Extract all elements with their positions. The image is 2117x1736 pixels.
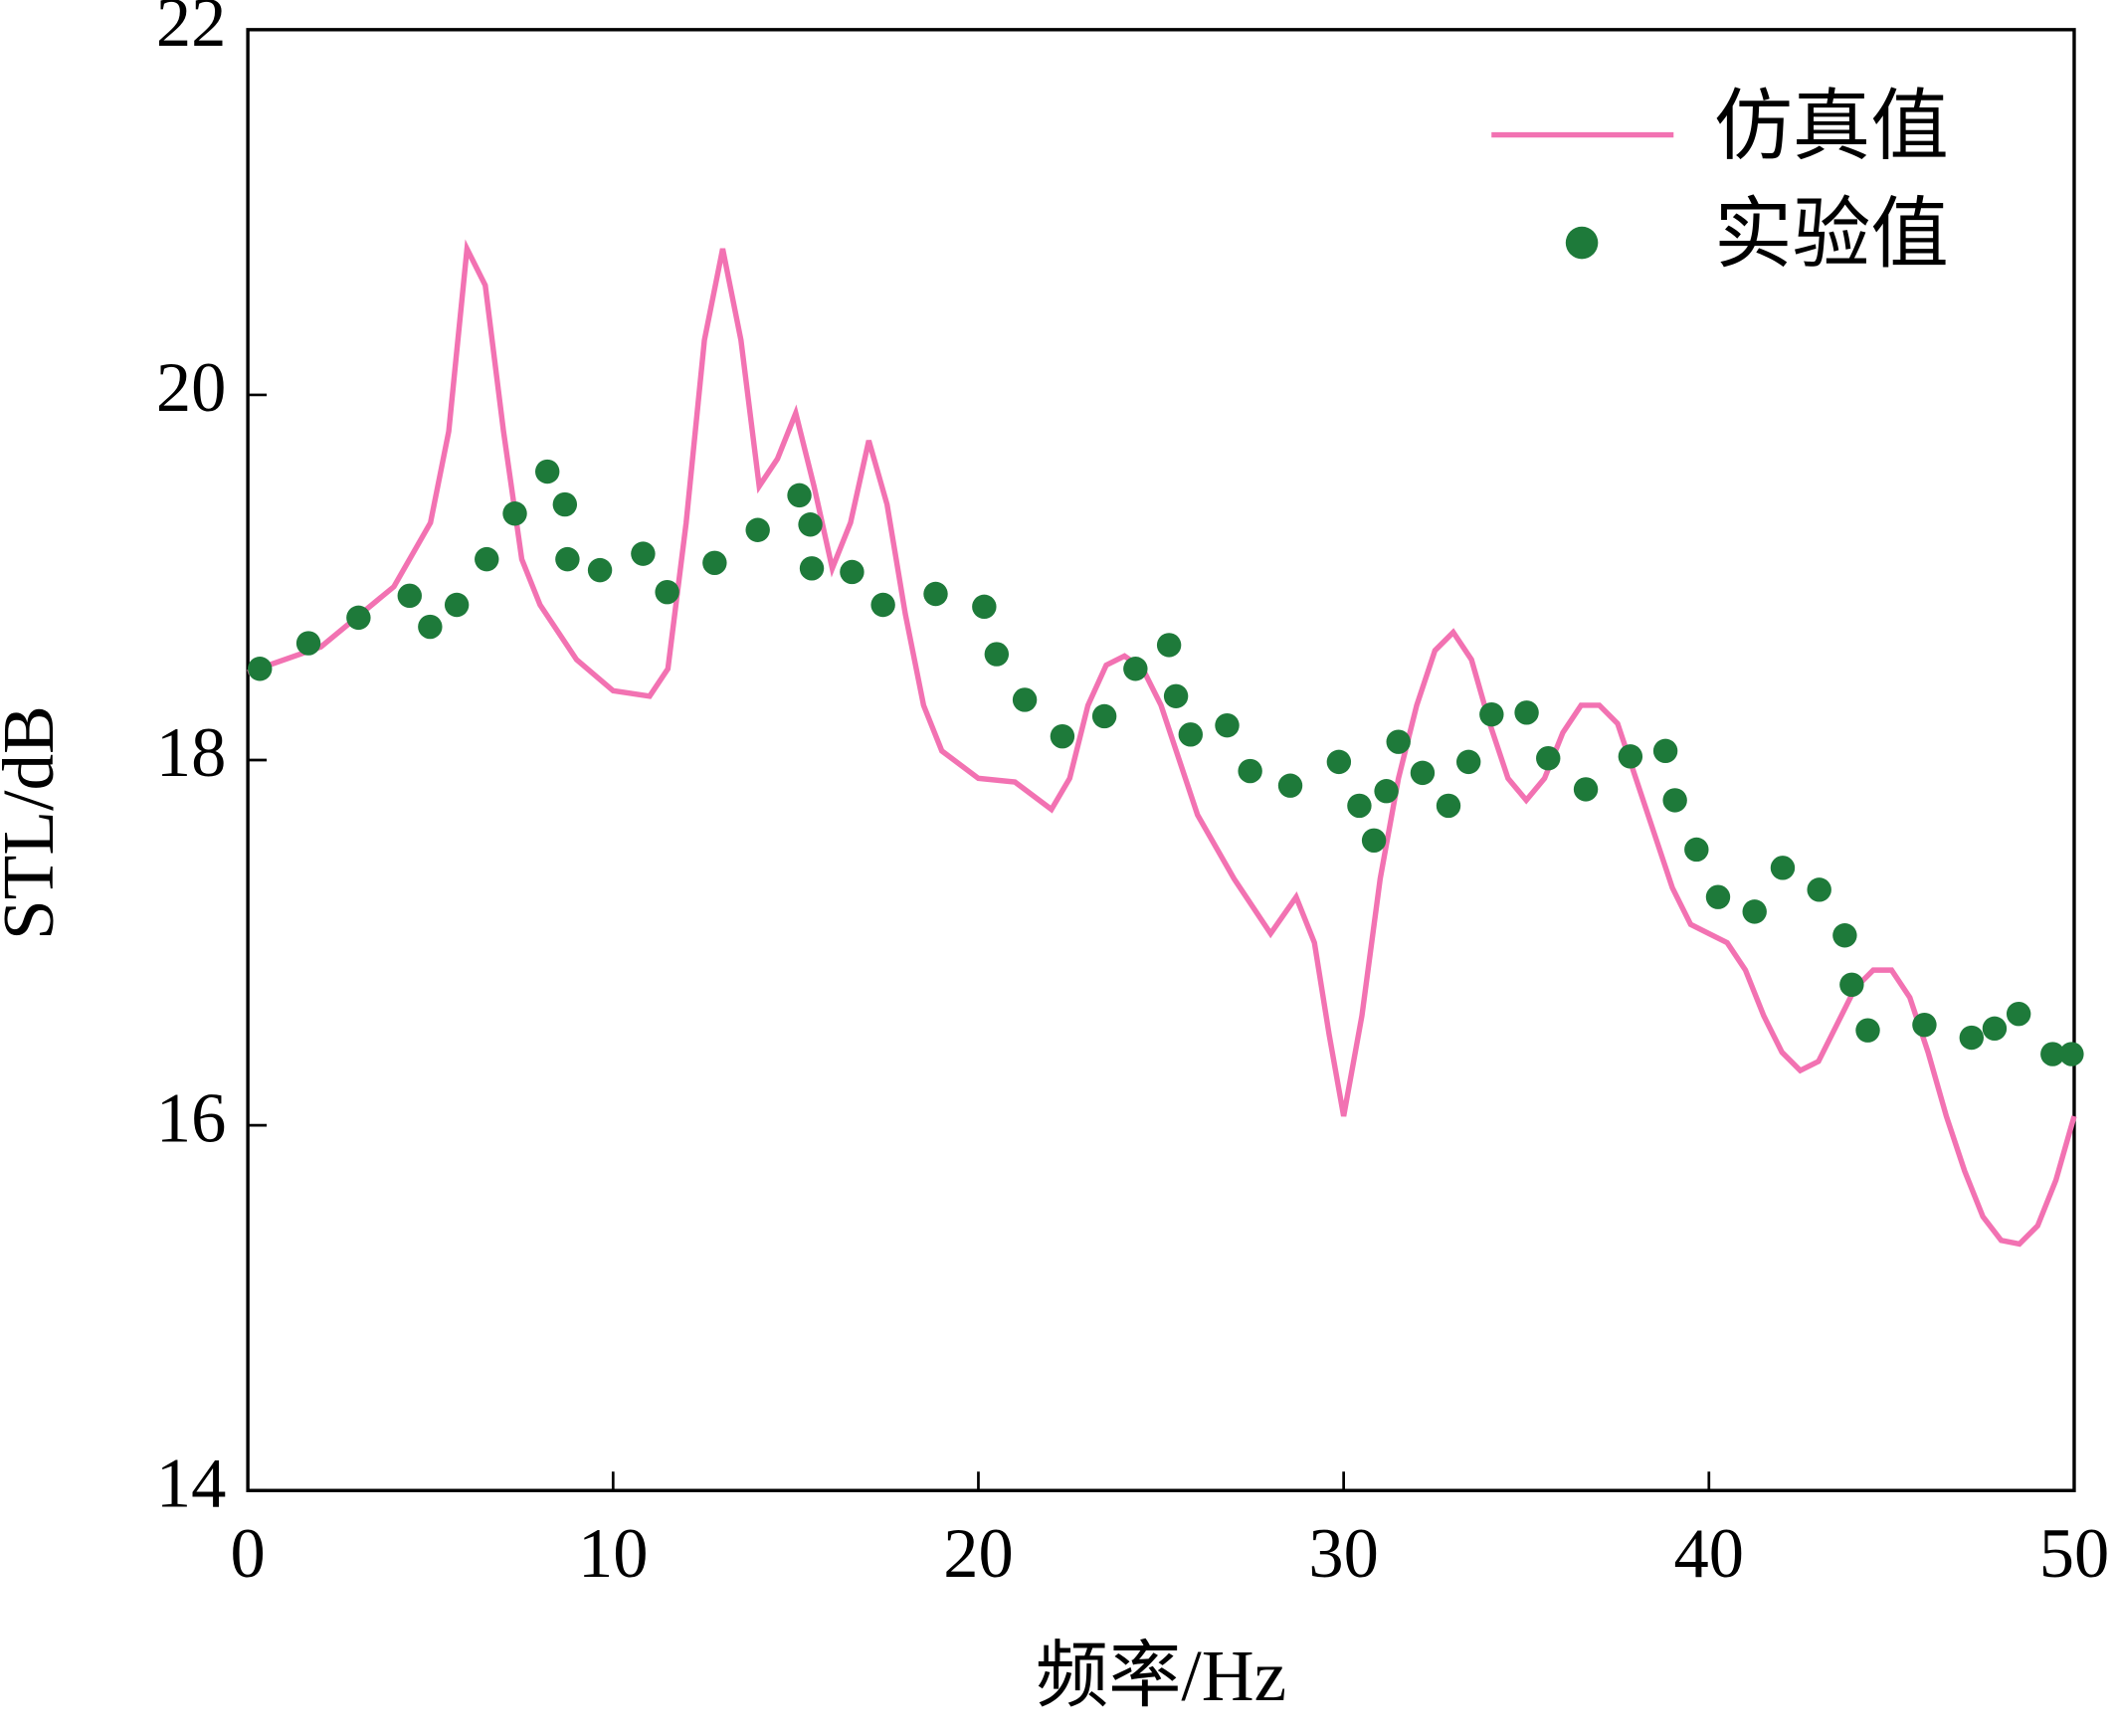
point	[1770, 856, 1796, 880]
point	[1662, 788, 1687, 813]
legend-label: 实验值	[1714, 192, 1949, 279]
point	[1839, 972, 1864, 998]
point	[1982, 1016, 2008, 1042]
y-tick-label: 18	[156, 714, 227, 792]
point	[1652, 738, 1678, 764]
point	[799, 556, 825, 581]
y-tick-label: 22	[156, 0, 227, 62]
x-tick-label: 10	[578, 1515, 649, 1593]
point	[923, 581, 948, 607]
point	[984, 642, 1010, 667]
point	[1178, 722, 1203, 747]
point	[1347, 793, 1372, 819]
legend-label: 仿真值	[1714, 85, 1949, 171]
plot-frame	[246, 28, 2076, 1492]
point	[2059, 1042, 2084, 1066]
point	[1573, 777, 1599, 802]
point	[555, 546, 580, 572]
point	[1436, 793, 1461, 819]
point	[1410, 760, 1436, 786]
point	[534, 459, 560, 484]
point	[798, 512, 823, 537]
line	[247, 239, 2077, 1248]
point	[1705, 884, 1731, 909]
point	[840, 559, 865, 585]
point	[475, 546, 499, 572]
point	[418, 614, 443, 640]
point	[248, 657, 273, 681]
point	[1479, 701, 1504, 727]
point	[1912, 1012, 1937, 1038]
y-axis-label: STL/dB	[0, 705, 69, 940]
point	[787, 482, 812, 508]
x-tick-label: 0	[230, 1515, 265, 1593]
legend-marker	[1565, 226, 1599, 260]
point	[2006, 1001, 2031, 1027]
point	[552, 491, 578, 517]
point	[2040, 1042, 2065, 1066]
point	[745, 517, 770, 542]
point	[397, 583, 422, 609]
point	[870, 592, 895, 618]
point	[1684, 837, 1709, 863]
point	[295, 631, 321, 656]
point	[1959, 1025, 1984, 1051]
point	[1238, 758, 1262, 784]
point	[502, 501, 527, 526]
point	[1855, 1018, 1880, 1043]
point	[631, 541, 656, 566]
x-tick-label: 30	[1308, 1515, 1379, 1593]
point	[1536, 745, 1561, 771]
point	[1277, 773, 1303, 798]
point	[1374, 779, 1399, 804]
point	[1807, 877, 1831, 902]
point	[444, 592, 470, 618]
point	[1123, 657, 1148, 681]
point	[1156, 633, 1182, 658]
point	[1514, 700, 1539, 725]
point	[1326, 749, 1352, 775]
y-tick-label: 16	[156, 1079, 227, 1157]
point	[1618, 744, 1643, 769]
x-tick-label: 20	[943, 1515, 1014, 1593]
point	[1163, 683, 1189, 708]
x-tick-label: 50	[2039, 1515, 2110, 1593]
point	[1050, 723, 1075, 749]
point	[1386, 729, 1411, 754]
point	[1012, 687, 1038, 712]
point	[1215, 712, 1240, 738]
point	[587, 557, 613, 583]
point	[1455, 749, 1481, 775]
point	[1091, 703, 1117, 729]
point	[702, 550, 727, 575]
x-tick-label: 40	[1674, 1515, 1744, 1593]
y-tick-label: 14	[156, 1445, 227, 1522]
y-tick-label: 20	[156, 349, 227, 427]
point	[346, 605, 371, 631]
point	[972, 594, 997, 620]
point	[655, 579, 679, 605]
point	[1361, 828, 1387, 853]
x-axis-label: 频率/Hz	[1036, 1636, 1286, 1716]
point	[1742, 899, 1767, 924]
point	[1832, 923, 1857, 948]
